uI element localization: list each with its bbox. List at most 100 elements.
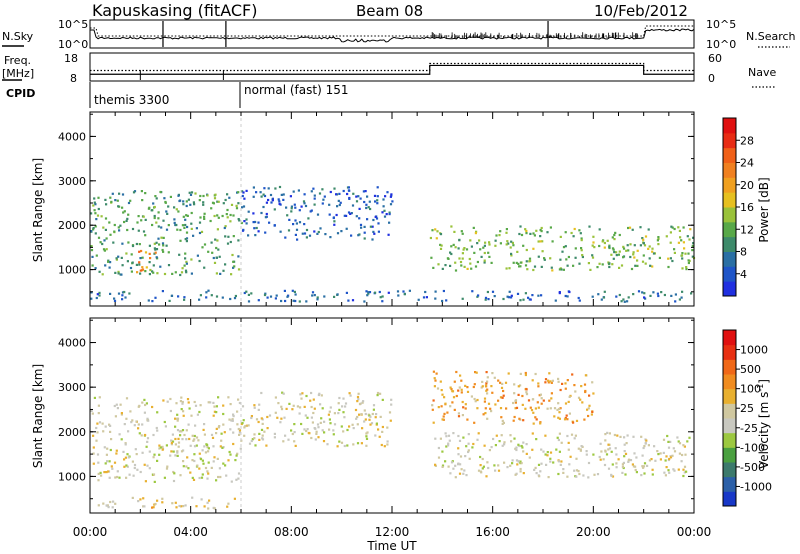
velocity-cell: [457, 453, 460, 456]
power-cell: [362, 190, 365, 193]
power-cell: [228, 196, 231, 199]
power-cell: [224, 235, 227, 238]
velocity-cell: [213, 507, 216, 510]
velocity-cell: [227, 459, 230, 462]
velocity-cell: [457, 415, 461, 418]
power-cell: [473, 251, 476, 254]
power-cell: [250, 292, 253, 295]
velocity-cell: [569, 455, 572, 458]
power-cell: [367, 206, 370, 209]
velocity-cell: [163, 476, 166, 479]
velocity-cell: [634, 468, 637, 472]
velocity-cell: [615, 466, 618, 469]
velocity-cell: [540, 448, 543, 451]
velocity-cell: [213, 405, 216, 408]
velocity-cell: [212, 460, 215, 463]
power-cell: [198, 259, 201, 263]
velocity-cell: [237, 472, 241, 475]
velocity-cell: [127, 456, 130, 459]
power-cell: [540, 230, 543, 233]
velocity-cell: [501, 419, 504, 422]
velocity-cell: [323, 431, 326, 434]
velocity-cell: [527, 399, 531, 402]
velocity-cell: [522, 419, 525, 422]
velocity-cell: [190, 414, 193, 417]
power-cell: [126, 260, 129, 263]
power-cell: [347, 186, 350, 189]
velocity-cell: [254, 444, 257, 447]
velocity-cell: [317, 393, 320, 397]
power-cell: [153, 205, 156, 209]
velocity-cell: [114, 476, 117, 479]
velocity-cell: [507, 372, 510, 375]
power-cell: [359, 223, 363, 226]
velocity-cell: [686, 440, 689, 443]
velocity-cell: [226, 505, 229, 508]
velocity-cell: [642, 465, 646, 468]
velocity-cell: [515, 406, 519, 409]
velocity-cell: [386, 440, 389, 443]
power-cell: [358, 217, 361, 220]
velocity-cell: [503, 461, 506, 464]
power-cell: [505, 231, 508, 234]
velocity-cell: [152, 433, 155, 437]
velocity-cell: [485, 382, 488, 385]
velocity-colorbar-cell: [723, 476, 736, 492]
power-cell: [192, 234, 195, 237]
velocity-cell: [196, 413, 199, 416]
power-cell: [129, 199, 132, 202]
power-cell: [109, 292, 112, 295]
velocity-cell: [534, 416, 537, 419]
velocity-cell: [536, 401, 539, 404]
power-cell: [652, 291, 655, 294]
power-cell: [162, 250, 165, 253]
power-cell: [631, 228, 634, 231]
power-cell: [532, 232, 535, 235]
power-cell: [532, 247, 535, 250]
velocity-cell: [169, 409, 172, 413]
velocity-cell: [218, 425, 221, 428]
power-cell: [212, 256, 215, 260]
velocity-cell: [201, 459, 204, 462]
velocity-cell: [139, 498, 142, 501]
velocity-cell: [502, 389, 505, 393]
power-cell: [213, 261, 217, 264]
power-cell: [517, 262, 520, 265]
velocity-cell: [556, 436, 559, 439]
velocity-cell: [544, 381, 547, 384]
velocity-cell: [210, 433, 214, 436]
velocity-colorbar-tick-label: -100: [740, 441, 765, 454]
velocity-cell: [479, 464, 482, 467]
velocity-cell: [547, 379, 550, 382]
velocity-cell: [449, 472, 452, 475]
velocity-cell: [193, 438, 196, 441]
power-cell: [147, 299, 150, 302]
velocity-cell: [525, 452, 528, 455]
power-cell: [229, 220, 232, 223]
velocity-cell: [503, 441, 506, 444]
velocity-cell: [171, 433, 174, 436]
velocity-cell: [238, 429, 242, 432]
velocity-cell: [489, 407, 492, 410]
power-cell: [313, 294, 316, 297]
power-cell: [203, 212, 206, 215]
velocity-cell: [281, 391, 284, 394]
power-cell: [184, 223, 187, 227]
power-cell: [111, 192, 114, 195]
velocity-cell: [560, 460, 563, 463]
power-cell: [142, 215, 145, 218]
velocity-cell: [309, 399, 312, 402]
velocity-cell: [110, 465, 113, 468]
power-cell: [310, 190, 313, 193]
velocity-cell: [172, 450, 175, 453]
velocity-cell: [445, 445, 448, 448]
velocity-cell: [341, 405, 344, 408]
power-cell: [454, 269, 458, 272]
power-cell: [633, 256, 636, 259]
power-cell: [651, 250, 654, 253]
freq-label-line1: Freq.: [4, 54, 31, 67]
power-cell: [626, 300, 629, 303]
velocity-cell: [622, 466, 625, 470]
power-cell: [183, 264, 186, 267]
velocity-cell: [390, 398, 393, 401]
